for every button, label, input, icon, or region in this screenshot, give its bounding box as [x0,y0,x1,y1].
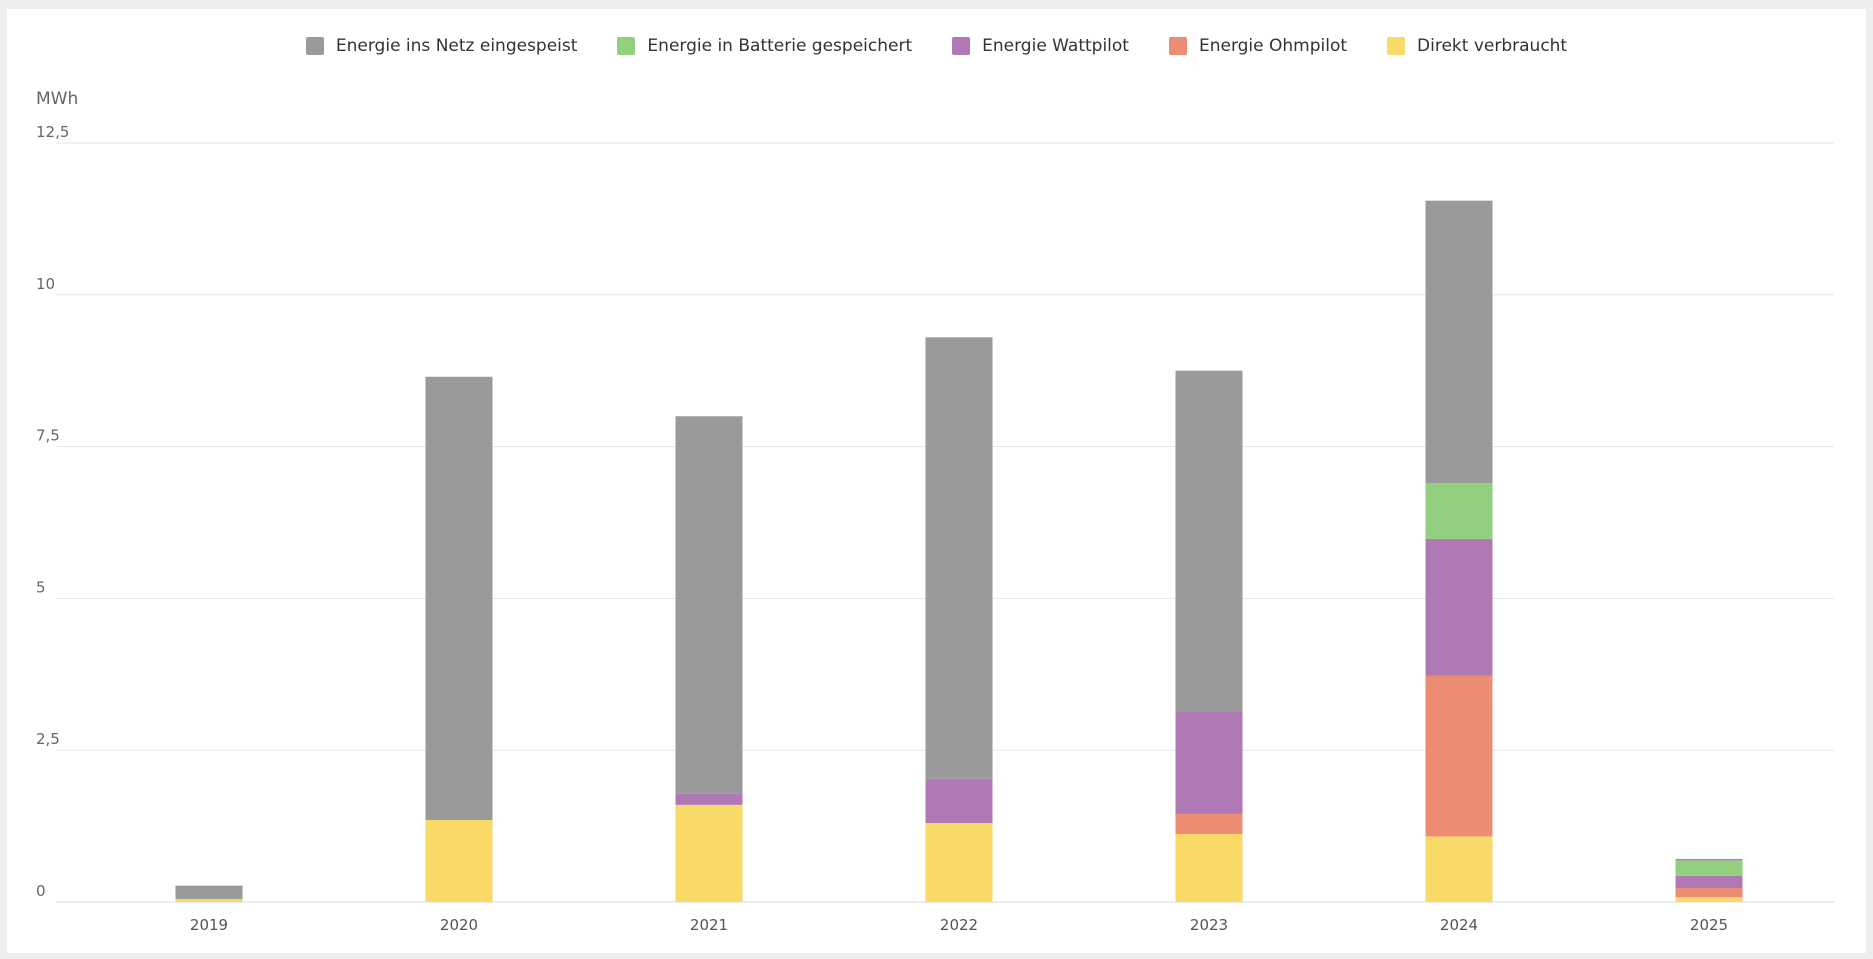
bar-segment [1675,897,1743,902]
x-tick-label: 2019 [190,916,228,934]
bar-segment [425,820,493,902]
bar-segment [675,804,743,902]
legend-swatch [305,37,324,55]
legend-item[interactable]: Energie ins Netz eingespeist [305,36,578,56]
x-tick-label: 2020 [440,916,478,934]
x-tick-label: 2021 [690,916,728,934]
bar-segment [1425,538,1493,676]
legend-label: Energie Wattpilot [982,36,1129,56]
bar-segment [175,885,243,899]
bar-segment [1425,675,1493,837]
bar-segment [1425,836,1493,902]
bar-segment [1175,813,1243,834]
y-axis-unit-label: MWh [36,89,79,109]
legend-label: Energie in Batterie gespeichert [647,36,913,56]
bar-segment [1425,200,1493,484]
bar-segment [1675,888,1743,898]
bar-segment [1175,711,1243,814]
bar-segment [175,898,243,902]
bar-segment [925,823,993,902]
y-tick-label: 2,5 [36,730,60,748]
legend-swatch [952,37,971,55]
y-tick-label: 12,5 [36,123,69,141]
x-tick-label: 2025 [1690,916,1728,934]
legend-swatch [617,37,636,55]
legend-item[interactable]: Direkt verbraucht [1387,36,1567,56]
bar-segment [925,337,993,779]
bar-segment [425,376,493,821]
legend-item[interactable]: Energie Wattpilot [952,36,1129,56]
legend-item[interactable]: Energie Ohmpilot [1168,36,1348,56]
y-tick-label: 7,5 [36,427,60,445]
bar-segment [1175,833,1243,902]
y-tick-label: 10 [36,275,55,293]
bar-segment [1175,370,1243,712]
chart-legend: Energie ins Netz eingespeist Energie in B… [0,36,1873,56]
bar-segment [1425,483,1493,539]
y-tick-label: 0 [36,882,46,900]
x-tick-label: 2022 [940,916,978,934]
legend-swatch [1168,37,1187,55]
legend-swatch [1387,37,1406,55]
bar-segment [1675,860,1743,876]
legend-label: Energie ins Netz eingespeist [335,36,578,56]
bar-segment [1675,875,1743,889]
bar-segment [675,416,743,794]
legend-label: Energie Ohmpilot [1198,36,1348,56]
y-tick-label: 5 [36,578,46,596]
bar-segment [925,778,993,824]
x-tick-label: 2023 [1190,916,1228,934]
legend-label: Direkt verbraucht [1417,36,1568,56]
legend-item[interactable]: Energie in Batterie gespeichert [617,36,912,56]
bar-segment [675,793,743,805]
x-tick-label: 2024 [1440,916,1478,934]
bar-segment [1675,858,1743,861]
